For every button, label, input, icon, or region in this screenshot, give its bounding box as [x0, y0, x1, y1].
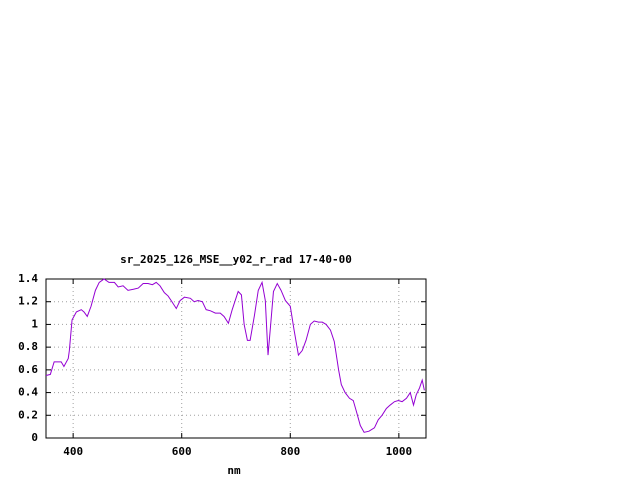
x-axis-label: nm	[227, 464, 241, 477]
y-tick-label: 1.2	[18, 295, 38, 308]
y-tick-label: 0	[31, 431, 38, 444]
y-tick-label: 0.4	[18, 386, 38, 399]
x-tick-label: 400	[63, 445, 83, 458]
y-tick-label: 0.8	[18, 340, 38, 353]
chart-title: sr_2025_126_MSE__y02_r_rad 17-40-00	[120, 253, 352, 266]
y-tick-label: 1	[31, 317, 38, 330]
plot-frame	[45, 278, 427, 439]
y-tick-label: 0.6	[18, 363, 38, 376]
y-tick-label: 0.2	[18, 408, 38, 421]
x-tick-label: 800	[280, 445, 300, 458]
y-tick-label: 1.4	[18, 272, 38, 285]
x-tick-label: 600	[172, 445, 192, 458]
data-line	[45, 278, 425, 433]
x-tick-label: 1000	[386, 445, 413, 458]
